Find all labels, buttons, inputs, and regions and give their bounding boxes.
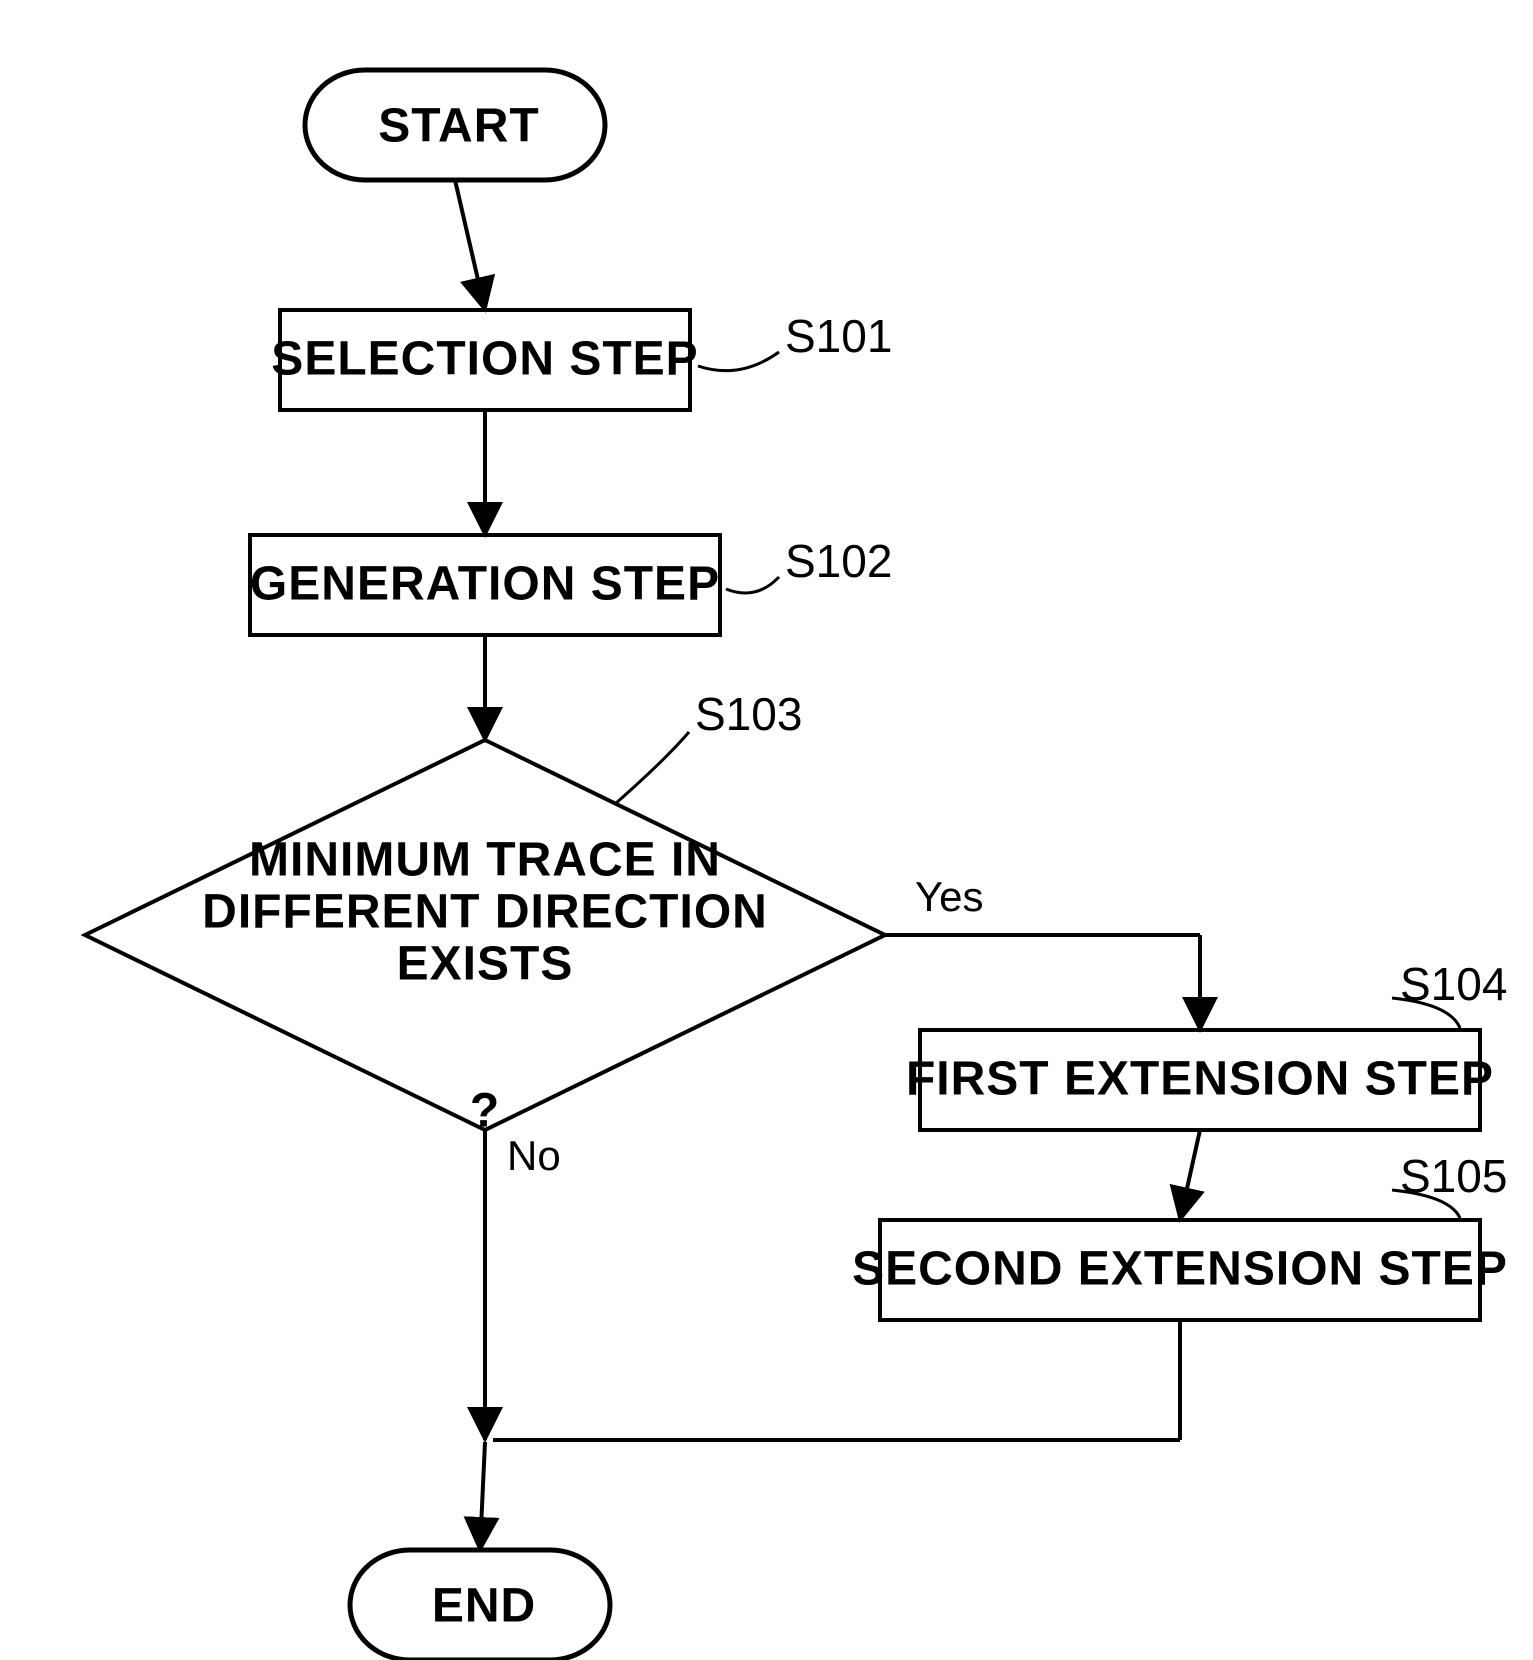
s103-leader xyxy=(615,732,689,804)
svg-text:S103: S103 xyxy=(695,688,802,740)
yes-label: Yes xyxy=(915,873,984,920)
svg-text:?: ? xyxy=(470,1085,500,1138)
svg-text:DIFFERENT DIRECTION: DIFFERENT DIRECTION xyxy=(202,886,768,939)
s102-leader xyxy=(726,577,779,593)
svg-text:SELECTION STEP: SELECTION STEP xyxy=(271,333,698,386)
svg-text:EXISTS: EXISTS xyxy=(397,938,574,991)
s101-leader xyxy=(698,352,779,371)
svg-text:MINIMUM TRACE IN: MINIMUM TRACE IN xyxy=(249,834,721,887)
svg-text:FIRST EXTENSION STEP: FIRST EXTENSION STEP xyxy=(906,1053,1494,1106)
svg-text:GENERATION STEP: GENERATION STEP xyxy=(250,558,720,611)
svg-text:SECOND EXTENSION STEP: SECOND EXTENSION STEP xyxy=(852,1243,1508,1296)
svg-text:START: START xyxy=(378,100,539,153)
svg-text:S101: S101 xyxy=(785,310,892,362)
svg-text:END: END xyxy=(432,1580,536,1633)
svg-text:S102: S102 xyxy=(785,535,892,587)
no-label: No xyxy=(507,1132,561,1179)
